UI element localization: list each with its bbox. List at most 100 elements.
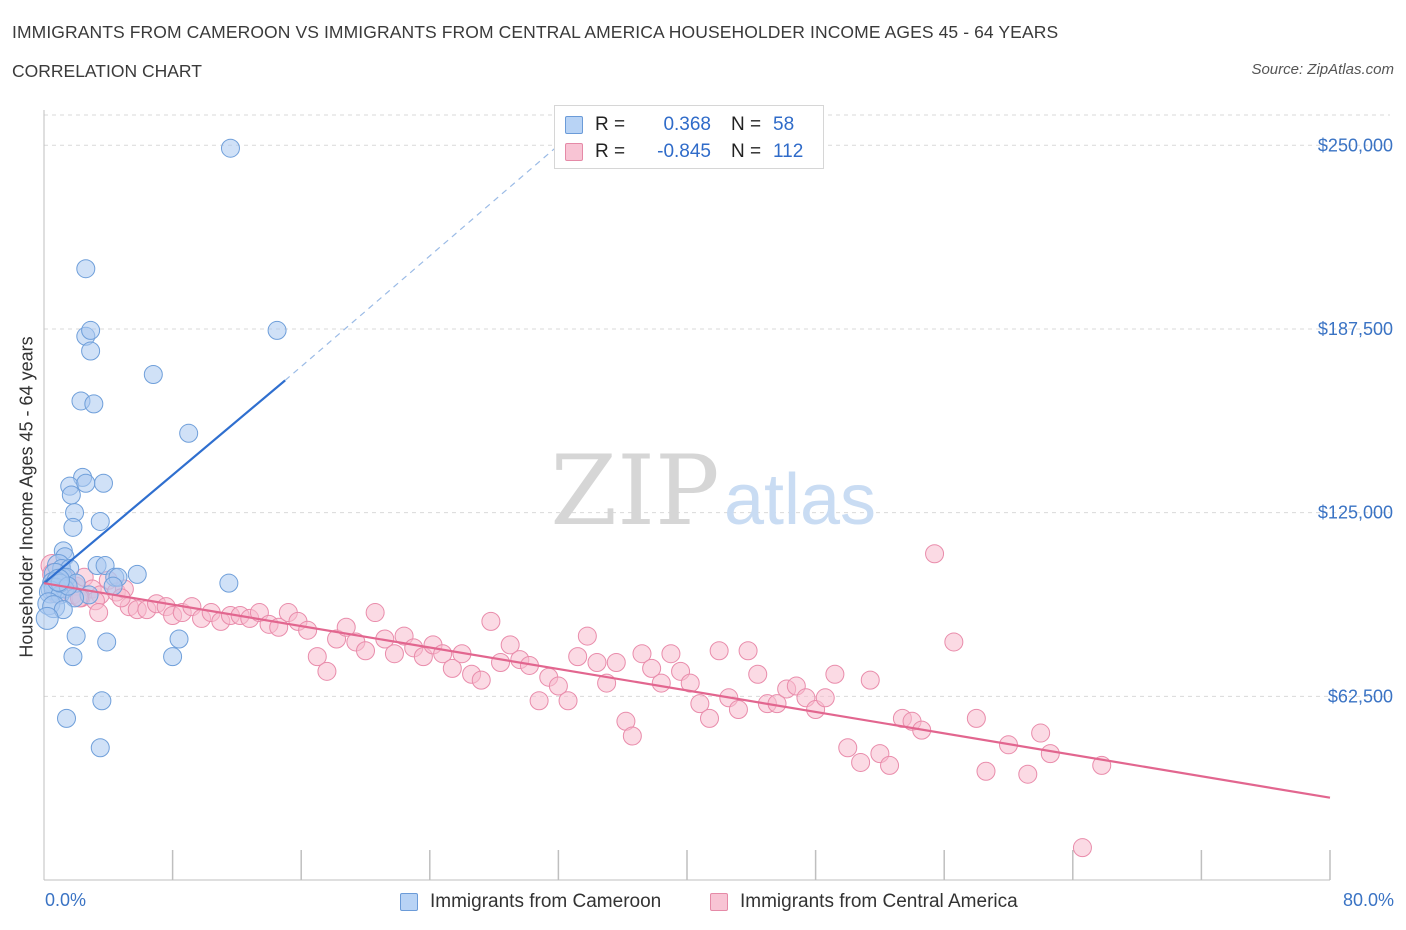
x-tick-label-max: 80.0% [1342, 890, 1394, 910]
central-america-point [966, 708, 986, 728]
cameroon-point [76, 473, 96, 493]
legend-label-cameroon: Immigrants from Cameroon [430, 891, 662, 912]
central-america-point [1018, 764, 1038, 784]
central-america-trend-line [43, 582, 1331, 799]
cameroon-point [66, 626, 86, 646]
central-america-point [317, 661, 337, 681]
central-america-point [298, 620, 318, 640]
central-america-point [577, 626, 597, 646]
central-america-point [365, 603, 385, 623]
central-america-point [700, 708, 720, 728]
cameroon-trend-extension [284, 144, 559, 381]
central-america-point [606, 653, 626, 673]
central-america-point [622, 726, 642, 746]
central-america-point [642, 658, 662, 678]
n-label: N = [731, 114, 762, 135]
central-america-point [356, 641, 375, 661]
stats-row-central-america: R = -0.845 N = 112 [565, 139, 803, 165]
central-america-point [860, 670, 880, 690]
cameroon-point [219, 573, 239, 593]
chart-title: IMMIGRANTS FROM CAMEROON VS IMMIGRANTS F… [12, 22, 1059, 42]
central-america-point [815, 688, 835, 708]
central-america-point [471, 670, 491, 690]
central-america-point [558, 691, 578, 711]
y-tick-label: $250,000 [1318, 135, 1393, 155]
central-america-point [529, 691, 549, 711]
source-credit: Source: ZipAtlas.com [1251, 61, 1394, 78]
central-america-point [838, 738, 858, 758]
cameroon-point [127, 564, 147, 584]
y-tick-label: $62,500 [1328, 686, 1393, 706]
central-america-point [500, 635, 520, 655]
central-america-point [709, 641, 729, 661]
cameroon-point [81, 320, 101, 340]
cameroon-point [63, 647, 83, 667]
central-america-point [880, 755, 900, 775]
n-value: 112 [773, 141, 804, 162]
cameroon-trend-line [43, 379, 286, 585]
central-america-point [925, 544, 945, 564]
central-america-point [825, 664, 845, 684]
y-tick-labels: $62,500 $125,000 $187,500 $250,000 [1318, 135, 1393, 706]
legend-swatch-pink [710, 893, 728, 911]
central-america-point [728, 700, 748, 720]
y-tick-label: $125,000 [1318, 503, 1393, 523]
central-america-point [384, 644, 404, 664]
cameroon-point [179, 423, 199, 443]
central-america-point [661, 644, 681, 664]
central-america-point [442, 658, 462, 678]
y-axis-label: Householder Income Ages 45 - 64 years [16, 336, 37, 658]
central-america-point [851, 752, 871, 772]
central-america-point [481, 611, 501, 631]
central-america-point [944, 632, 964, 652]
central-america-point [491, 653, 511, 673]
r-value: -0.845 [657, 141, 711, 162]
stats-legend: R = 0.368 N = 58 R = -0.845 N = 112 [554, 105, 824, 169]
watermark-atlas: atlas [724, 460, 876, 540]
central-america-point [690, 694, 710, 714]
cameroon-point [90, 738, 110, 758]
central-america-point [748, 664, 768, 684]
cameroon-point [35, 606, 59, 630]
legend-item-cameroon: Immigrants from Cameroon [400, 889, 661, 915]
stats-row-cameroon: R = 0.368 N = 58 [565, 112, 794, 138]
central-america-point [587, 653, 607, 673]
cameroon-point [103, 576, 123, 596]
n-label: N = [731, 141, 762, 162]
central-america-point [568, 647, 588, 667]
central-america-point [548, 676, 568, 696]
central-america-point [738, 641, 758, 661]
n-value: 58 [773, 114, 795, 135]
x-tick-label-min: 0.0% [45, 890, 87, 910]
central-america-point [976, 761, 996, 781]
axes [43, 110, 1331, 881]
series-cameroon-points [35, 138, 287, 758]
cameroon-point [93, 473, 113, 493]
cameroon-point [81, 341, 101, 361]
cameroon-point [220, 138, 240, 158]
r-label: R = [595, 114, 626, 135]
trend-lines [43, 144, 1331, 799]
central-america-point [89, 603, 109, 623]
central-america-point [307, 647, 327, 667]
central-america-point [680, 673, 700, 693]
legend-label-central-america: Immigrants from Central America [740, 891, 1018, 912]
cameroon-point [57, 708, 77, 728]
cameroon-point [76, 259, 96, 279]
chart-subtitle: CORRELATION CHART [12, 61, 202, 81]
y-tick-label: $187,500 [1318, 319, 1393, 339]
cameroon-point [84, 394, 104, 414]
central-america-point [1031, 723, 1051, 743]
central-america-point [1072, 838, 1092, 858]
legend-swatch-blue [400, 893, 418, 911]
r-label: R = [595, 141, 626, 162]
cameroon-point [143, 365, 163, 385]
cameroon-point [97, 632, 117, 652]
cameroon-point [63, 517, 83, 537]
central-america-point [651, 673, 671, 693]
legend-item-central-america: Immigrants from Central America [710, 889, 1018, 915]
cameroon-point [267, 320, 287, 340]
cameroon-point [61, 485, 81, 505]
watermark-zip: ZIP [550, 435, 719, 547]
